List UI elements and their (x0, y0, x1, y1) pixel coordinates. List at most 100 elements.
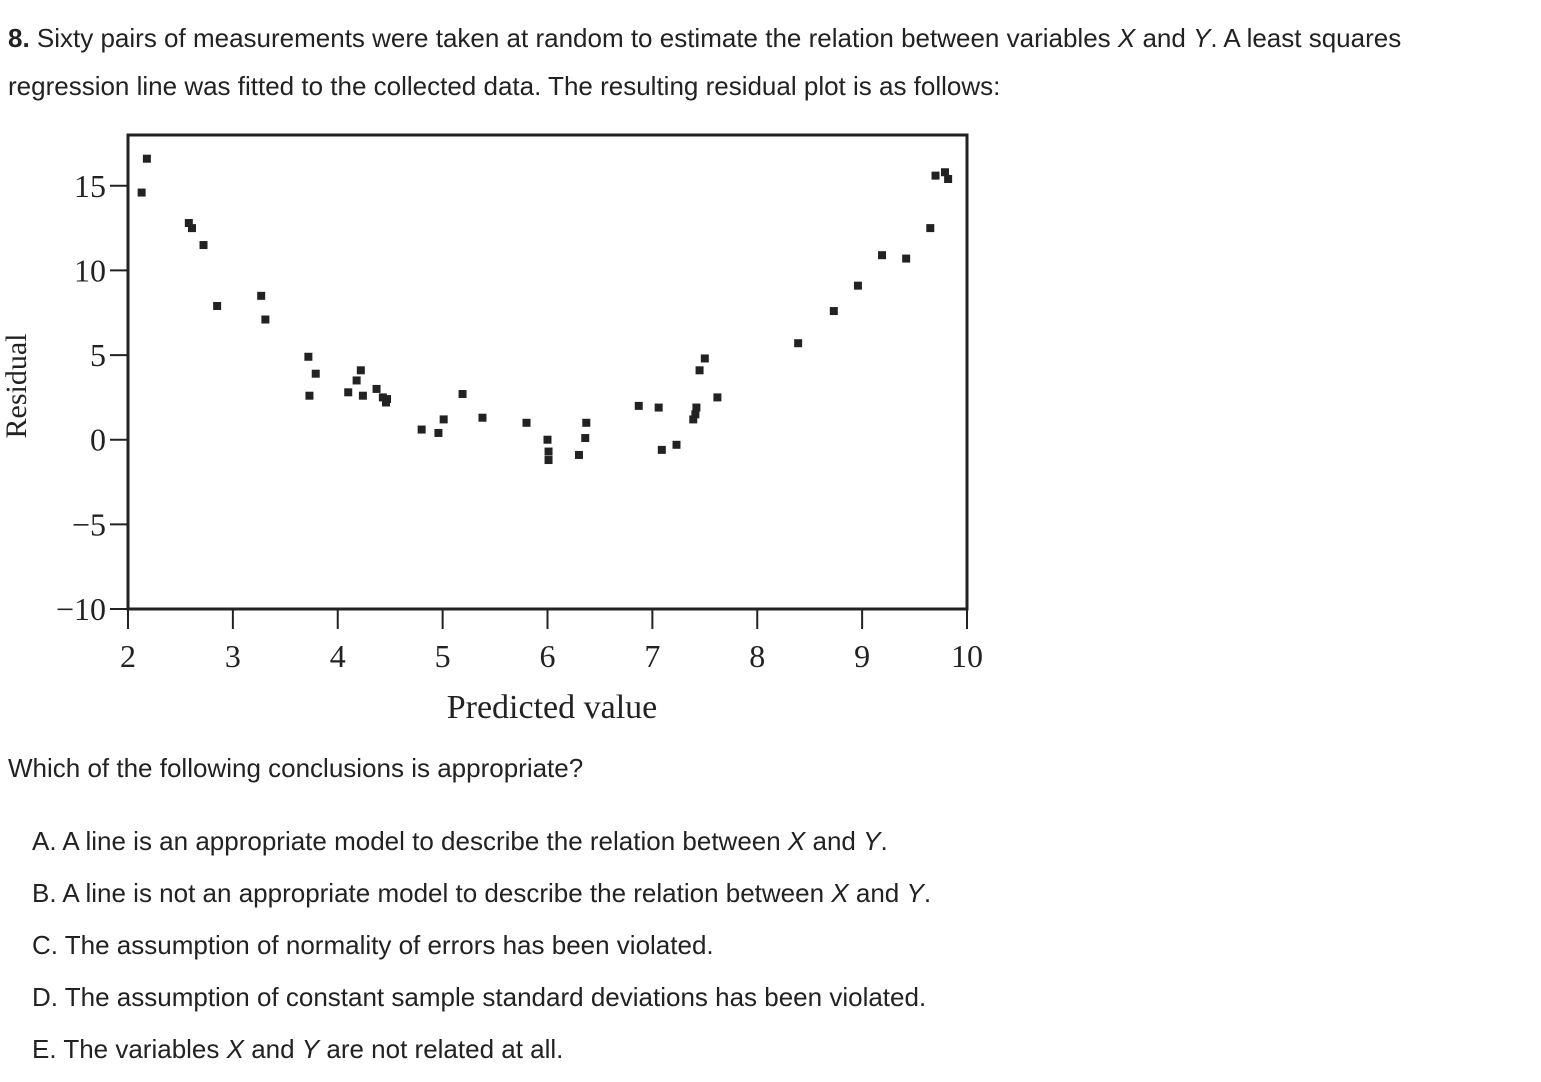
data-point (522, 418, 531, 427)
option-b-text: B. A line is not an appropriate model to… (32, 878, 832, 908)
data-point (695, 366, 704, 375)
data-point (137, 188, 146, 197)
y-tick-label: −5 (72, 506, 106, 542)
data-point (713, 393, 722, 402)
data-point (372, 384, 381, 393)
option-e[interactable]: E. The variables X and Y are not related… (32, 1028, 931, 1080)
option-b-var-x: X (831, 878, 849, 908)
data-point (458, 390, 467, 399)
data-point (902, 254, 911, 263)
data-point (581, 434, 590, 443)
option-c[interactable]: C. The assumption of normality of errors… (32, 924, 931, 976)
data-point (187, 224, 196, 233)
option-a-and: and (805, 826, 864, 856)
data-point (439, 415, 448, 424)
residual-scatter-svg: 15 10 5 0 −5 −10 2 3 4 5 6 7 8 9 10 Predicted value R… (0, 133, 983, 726)
data-point (311, 369, 320, 378)
y-tick-label: 10 (74, 252, 106, 288)
question-text-and: and (1135, 23, 1194, 53)
data-point (305, 391, 314, 400)
data-point (544, 447, 553, 456)
residual-plot: 15 10 5 0 −5 −10 2 3 4 5 6 7 8 9 10 Predicted value R… (0, 118, 1000, 738)
data-point (358, 391, 367, 400)
x-tick-label: 7 (644, 638, 660, 674)
question-text: 8. Sixty pairs of measurements were take… (8, 14, 1528, 110)
data-point (356, 366, 365, 375)
option-e-text: E. The variables (32, 1034, 227, 1064)
data-point (543, 435, 552, 444)
data-point (700, 354, 709, 363)
y-axis-ticks: 15 10 5 0 −5 −10 (56, 168, 128, 627)
option-b[interactable]: B. A line is not an appropriate model to… (32, 872, 931, 924)
data-point (853, 281, 862, 290)
data-point (634, 401, 643, 410)
y-tick-label: 15 (74, 168, 106, 204)
data-point (257, 291, 266, 300)
prompt-text: Which of the following conclusions is ap… (8, 753, 584, 783)
question-text-part-1: Sixty pairs of measurements were taken a… (29, 23, 1118, 53)
option-b-and: and (848, 878, 907, 908)
data-point (692, 403, 701, 412)
x-tick-label: 6 (540, 638, 556, 674)
data-point (931, 171, 940, 180)
data-point (654, 403, 663, 412)
data-point (478, 413, 487, 422)
y-tick-label: 0 (90, 422, 106, 458)
data-point (378, 393, 387, 402)
option-d-text: D. The assumption of constant sample sta… (32, 982, 927, 1012)
data-point (689, 415, 698, 424)
data-point (878, 251, 887, 260)
question-text-part-2: . A least squares regression line was fi… (8, 23, 1402, 101)
data-point (417, 425, 426, 434)
option-b-end: . (923, 878, 932, 908)
data-point (199, 241, 208, 250)
option-a[interactable]: A. A line is an appropriate model to des… (32, 820, 931, 872)
option-a-var-x: X (787, 826, 806, 856)
data-point (657, 445, 666, 454)
data-point (344, 388, 353, 397)
y-axis-label: Residual (0, 334, 33, 439)
data-point (142, 154, 151, 163)
x-tick-label: 9 (854, 638, 870, 674)
plot-frame (126, 133, 969, 611)
option-c-text: C. The assumption of normality of errors… (32, 930, 714, 960)
option-d[interactable]: D. The assumption of constant sample sta… (32, 976, 931, 1028)
y-tick-label: 5 (90, 337, 106, 373)
data-point (352, 376, 361, 385)
data-point (574, 450, 583, 459)
x-tick-label: 4 (330, 638, 346, 674)
y-tick-label: −10 (56, 591, 106, 627)
x-tick-label: 3 (225, 638, 241, 674)
data-point (944, 175, 953, 184)
data-point (926, 224, 935, 233)
data-point (383, 395, 392, 404)
data-point (582, 418, 591, 427)
data-point (304, 352, 313, 361)
answer-options: A. A line is an appropriate model to des… (32, 820, 931, 1080)
data-point (691, 410, 700, 419)
x-axis-ticks: 2 3 4 5 6 7 8 9 10 (120, 609, 983, 674)
option-a-text: A. A line is an appropriate model to des… (32, 826, 788, 856)
x-tick-label: 8 (749, 638, 765, 674)
variable-x: X (1117, 23, 1136, 53)
option-b-var-y: Y (906, 878, 924, 908)
variable-y: Y (1193, 23, 1211, 53)
x-tick-label: 10 (951, 638, 983, 674)
option-a-var-y: Y (863, 826, 881, 856)
data-point (940, 168, 949, 177)
option-e-end: are not related at all. (319, 1034, 564, 1064)
x-axis-label: Predicted value (447, 689, 658, 726)
x-tick-label: 5 (435, 638, 451, 674)
data-point (829, 307, 838, 316)
data-point (213, 301, 222, 310)
data-point (672, 440, 681, 449)
option-a-end: . (880, 826, 888, 856)
data-point (184, 219, 193, 228)
data-points (137, 154, 953, 465)
option-e-and: and (243, 1034, 302, 1064)
option-e-var-x: X (226, 1034, 244, 1064)
x-tick-label: 2 (120, 638, 136, 674)
data-point (434, 428, 443, 437)
data-point (261, 315, 270, 324)
option-e-var-y: Y (301, 1034, 320, 1064)
